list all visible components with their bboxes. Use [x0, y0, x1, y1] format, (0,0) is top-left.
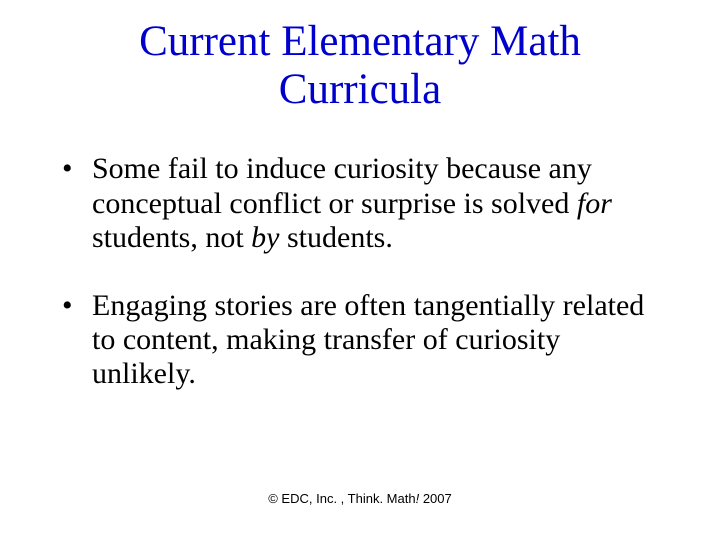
title-line-2: Curricula	[279, 66, 441, 113]
footer-text: © EDC, Inc. , Think. Math	[268, 491, 415, 506]
bullet-item: Some fail to induce curiosity because an…	[62, 152, 668, 255]
slide: Current Elementary Math Curricula Some f…	[0, 0, 720, 540]
footer-text: 2007	[419, 491, 452, 506]
bullet-list: Some fail to induce curiosity because an…	[52, 152, 668, 391]
slide-title: Current Elementary Math Curricula	[52, 18, 668, 114]
bullet-text: Engaging stories are often tangentially …	[92, 289, 644, 390]
bullet-text: Some fail to induce curiosity because an…	[92, 152, 592, 219]
bullet-item: Engaging stories are often tangentially …	[62, 289, 668, 392]
bullet-emphasis: for	[577, 187, 612, 220]
slide-footer: © EDC, Inc. , Think. Math! 2007	[0, 491, 720, 506]
bullet-emphasis: by	[251, 221, 279, 254]
bullet-text: students.	[280, 221, 393, 254]
bullet-text: students, not	[92, 221, 251, 254]
title-line-1: Current Elementary Math	[139, 18, 581, 65]
